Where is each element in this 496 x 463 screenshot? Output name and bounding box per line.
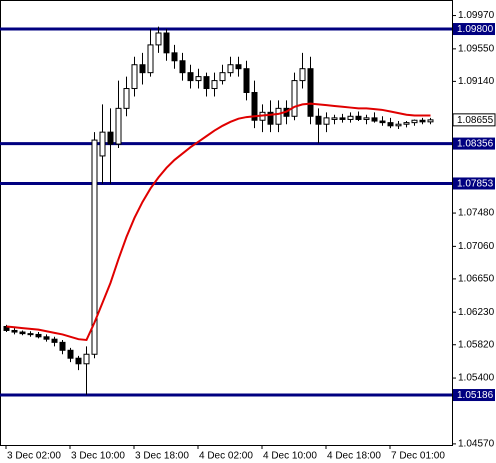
candle-body — [427, 119, 434, 123]
candle-body — [155, 32, 162, 46]
level-label-box — [453, 177, 495, 190]
candle-body — [411, 119, 418, 124]
candle-body — [107, 131, 114, 145]
candle-body — [171, 52, 178, 62]
candle-body — [299, 68, 306, 82]
candle-body — [363, 117, 370, 120]
y-tick-label: 1.06230 — [458, 307, 495, 318]
candle-body — [147, 44, 154, 74]
candle-body — [371, 117, 378, 122]
candle-body — [379, 120, 386, 124]
candle-body — [67, 349, 74, 359]
last-price-box — [452, 113, 496, 127]
candle-body — [59, 341, 66, 351]
candle-body — [339, 117, 346, 120]
x-tick-label: 4 Dec 02:00 — [199, 451, 253, 462]
x-tick-label: 3 Dec 10:00 — [71, 451, 125, 462]
candle-body — [99, 131, 106, 157]
candle-body — [419, 119, 426, 123]
candle-body — [387, 122, 394, 127]
candle-body — [219, 72, 226, 82]
candle-body — [347, 115, 354, 120]
candle-body — [91, 139, 98, 355]
candle-body — [203, 76, 210, 90]
x-tick-label: 7 Dec 01:00 — [391, 451, 445, 462]
y-tick-label: 1.09970 — [458, 10, 495, 21]
x-tick-label: 4 Dec 10:00 — [263, 451, 317, 462]
candle-body — [51, 338, 58, 343]
y-tick-label: 1.05820 — [458, 339, 495, 350]
x-tick-label: 3 Dec 02:00 — [7, 451, 61, 462]
candle-body — [163, 32, 170, 54]
x-tick-label: 4 Dec 18:00 — [327, 451, 381, 462]
candle-body — [75, 357, 82, 365]
y-tick-label: 1.04570 — [458, 439, 495, 450]
y-tick-label: 1.06650 — [458, 274, 495, 285]
candle-body — [235, 64, 242, 70]
y-tick-label: 1.07060 — [458, 241, 495, 252]
level-label: 1.07853 — [457, 179, 494, 190]
candle-body — [123, 88, 130, 109]
candle-body — [291, 80, 298, 117]
candle-body — [27, 333, 34, 336]
candle-body — [243, 68, 250, 93]
candle-body — [355, 115, 362, 120]
candle-body — [315, 115, 322, 125]
candle-body — [395, 123, 402, 127]
candle-body — [83, 353, 90, 365]
candle-body — [331, 117, 338, 120]
candle-body — [35, 333, 42, 338]
y-tick-label: 1.09140 — [458, 76, 495, 87]
candle-body — [187, 72, 194, 82]
last-price-label: 1.08655 — [457, 115, 494, 126]
level-label-box — [453, 23, 495, 36]
candle-body — [307, 68, 314, 117]
candle-body — [211, 80, 218, 90]
level-label: 1.05186 — [457, 390, 494, 401]
plot-frame — [0, 0, 453, 446]
candle-body — [131, 64, 138, 90]
candle-body — [227, 64, 234, 74]
candle-body — [11, 329, 18, 333]
candle-body — [195, 76, 202, 82]
candle-body — [275, 107, 282, 125]
candle-body — [403, 122, 410, 125]
moving-average — [6, 102, 431, 342]
candle-body — [139, 64, 146, 74]
level-label-box — [453, 137, 495, 150]
y-tick-label: 1.05400 — [458, 373, 495, 384]
candle-body — [323, 117, 330, 125]
candle-body — [19, 331, 26, 335]
candle-body — [43, 336, 50, 340]
level-label: 1.09800 — [457, 24, 494, 35]
candle-body — [115, 107, 122, 145]
level-label-box — [453, 389, 495, 402]
level-label: 1.08356 — [457, 139, 494, 150]
x-tick-label: 3 Dec 18:00 — [135, 451, 189, 462]
y-tick-label: 1.07480 — [458, 208, 495, 219]
candle-body — [251, 91, 258, 121]
y-tick-label: 1.09550 — [458, 44, 495, 55]
candle-body — [267, 111, 274, 125]
candle-body — [179, 60, 186, 74]
